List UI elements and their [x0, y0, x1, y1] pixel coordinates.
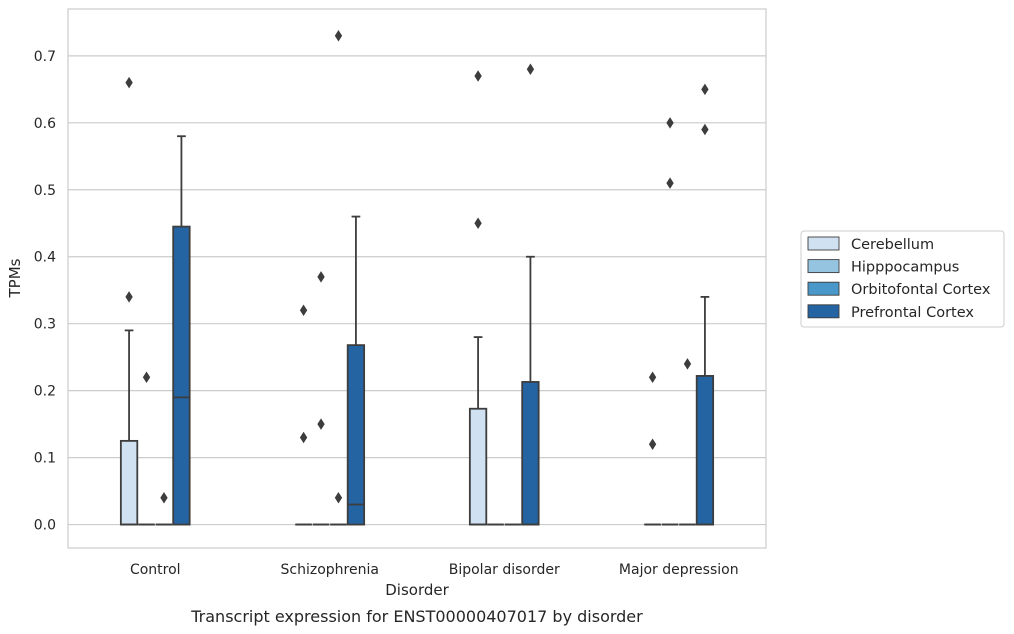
x-tick-label: Schizophrenia [281, 562, 379, 578]
box-2-3 [521, 63, 540, 526]
y-axis-title: TPMs [6, 258, 24, 298]
outlier-point [160, 492, 168, 504]
legend-label: Prefrontal Cortex [851, 305, 974, 321]
box-3-1 [661, 117, 679, 526]
outlier-point [648, 371, 657, 384]
legend-swatch [807, 304, 840, 319]
x-tick-label: Major depression [619, 562, 739, 578]
legend-label: Hipppocampus [851, 260, 959, 276]
box-iqr [468, 407, 488, 526]
x-tick-label: Control [130, 562, 181, 578]
box-1-2 [330, 30, 347, 526]
outlier-point [317, 271, 325, 283]
chart-caption: Transcript expression for ENST0000040701… [190, 607, 643, 626]
outlier-point [648, 438, 657, 450]
y-tick-label: 0.1 [34, 451, 56, 467]
box-3-0 [644, 371, 661, 526]
outlier-point [334, 30, 343, 42]
legend: Cerebellum Hipppocampus Orbitofontal Corte… [800, 230, 1005, 328]
box-0-0 [119, 76, 139, 526]
x-tick-label: Bipolar disorder [449, 562, 560, 578]
outlier-point [317, 418, 325, 430]
legend-label: Cerebellum [851, 237, 934, 253]
legend-swatch [807, 236, 840, 251]
outlier-point [526, 63, 535, 76]
y-axis-ticks: 0.0 0.1 0.2 0.3 0.4 0.5 0.6 0.7 [34, 49, 56, 534]
box-iqr [346, 344, 366, 526]
box-iqr [521, 381, 540, 526]
plot-area-frame [67, 8, 767, 549]
box-3-2 [679, 358, 696, 526]
box-0-3 [172, 135, 191, 526]
x-axis-title: Disorder [385, 581, 449, 599]
outlier-point [125, 291, 133, 303]
box-iqr [695, 375, 715, 526]
outlier-point [125, 76, 133, 89]
outlier-point [701, 123, 709, 136]
outlier-point [142, 371, 151, 384]
outlier-point [299, 431, 308, 444]
boxes [119, 30, 715, 526]
outlier-point [299, 304, 308, 317]
y-tick-label: 0.2 [34, 384, 56, 400]
y-tick-label: 0.5 [34, 183, 56, 199]
outlier-point [474, 217, 482, 230]
outlier-point [334, 492, 343, 504]
box-0-2 [155, 492, 173, 526]
outlier-point [666, 177, 674, 189]
box-0-1 [138, 371, 155, 526]
box-1-1 [312, 271, 330, 526]
outlier-point [474, 70, 482, 82]
outlier-point [683, 358, 692, 370]
y-tick-label: 0.3 [34, 317, 56, 333]
box-1-0 [295, 304, 312, 526]
y-tick-label: 0.7 [34, 49, 56, 65]
legend-label: Orbitofontal Cortex [851, 282, 991, 298]
y-tick-label: 0.0 [34, 518, 56, 534]
y-tick-label: 0.4 [34, 250, 56, 266]
box-iqr [119, 439, 139, 526]
x-axis-ticks: Control Schizophrenia Bipolar disorder Majo… [130, 562, 739, 578]
box-2-0 [468, 70, 488, 526]
box-1-3 [346, 215, 366, 526]
box-3-3 [695, 83, 715, 526]
legend-frame [800, 230, 1005, 328]
outlier-point [666, 117, 674, 129]
legend-swatch [807, 281, 840, 296]
outlier-point [701, 83, 709, 96]
box-iqr [172, 225, 191, 526]
y-tick-label: 0.6 [34, 116, 56, 132]
legend-swatch [807, 259, 840, 274]
